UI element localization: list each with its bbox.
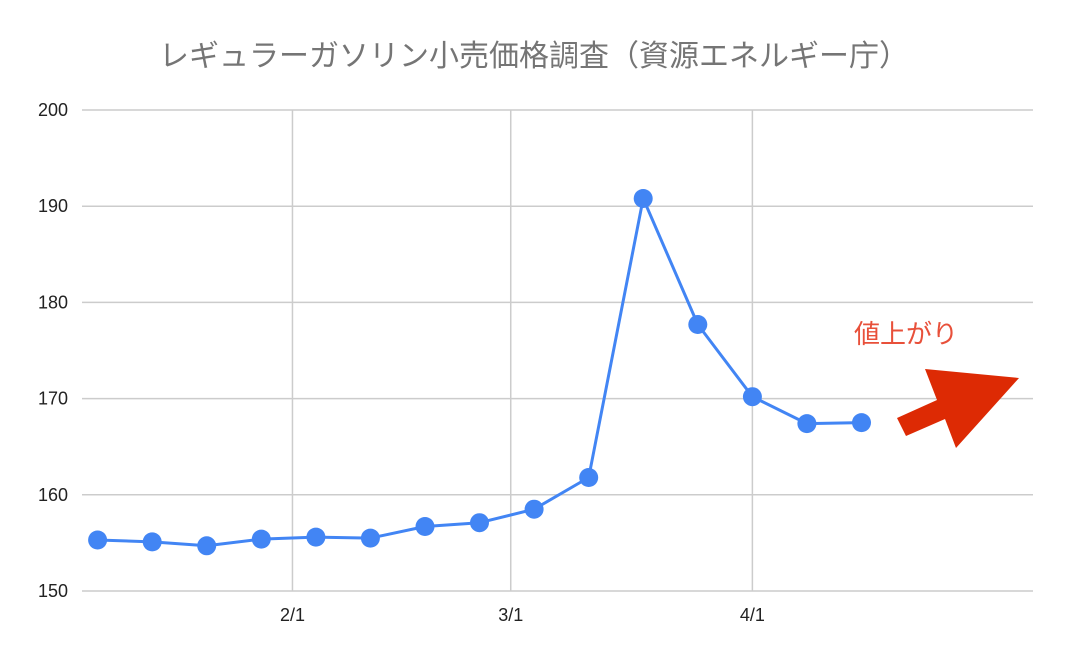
data-point (142, 532, 162, 552)
y-tick-label: 150 (38, 581, 68, 601)
x-tick-label: 3/1 (498, 605, 523, 625)
data-point (688, 315, 708, 334)
x-tick-label: 4/1 (740, 605, 765, 625)
y-tick-label: 180 (38, 292, 68, 312)
horizontal-gridlines (82, 109, 1033, 592)
data-point (306, 527, 326, 547)
up-right-arrow-icon (897, 369, 1019, 448)
data-point (88, 530, 108, 550)
data-point (742, 387, 762, 407)
data-point (524, 499, 544, 519)
data-point (197, 536, 217, 556)
y-tick-label: 160 (38, 485, 68, 505)
data-point (470, 513, 489, 533)
annotation-text: 値上がり (854, 320, 958, 350)
y-axis-tick-labels: 150 160 170 180 190 200 (38, 100, 68, 601)
vertical-gridlines (291, 110, 754, 591)
data-point (579, 468, 599, 487)
series-layer (88, 189, 871, 556)
x-tick-label: 2/1 (280, 605, 305, 625)
data-point (415, 517, 435, 536)
annotation-layer: 値上がり (854, 320, 1019, 448)
chart-title: レギュラーガソリン小売価格調査（資源エネルギー庁） (159, 39, 909, 74)
y-tick-label: 190 (38, 196, 68, 216)
data-point (797, 414, 817, 434)
data-point (360, 528, 380, 548)
data-point (251, 529, 271, 549)
series-line (97, 197, 862, 548)
y-tick-label: 170 (38, 389, 68, 409)
y-tick-label: 200 (38, 100, 68, 120)
data-point (852, 413, 871, 433)
x-axis-tick-labels: 2/1 3/1 4/1 (280, 605, 765, 625)
data-point (633, 189, 653, 208)
